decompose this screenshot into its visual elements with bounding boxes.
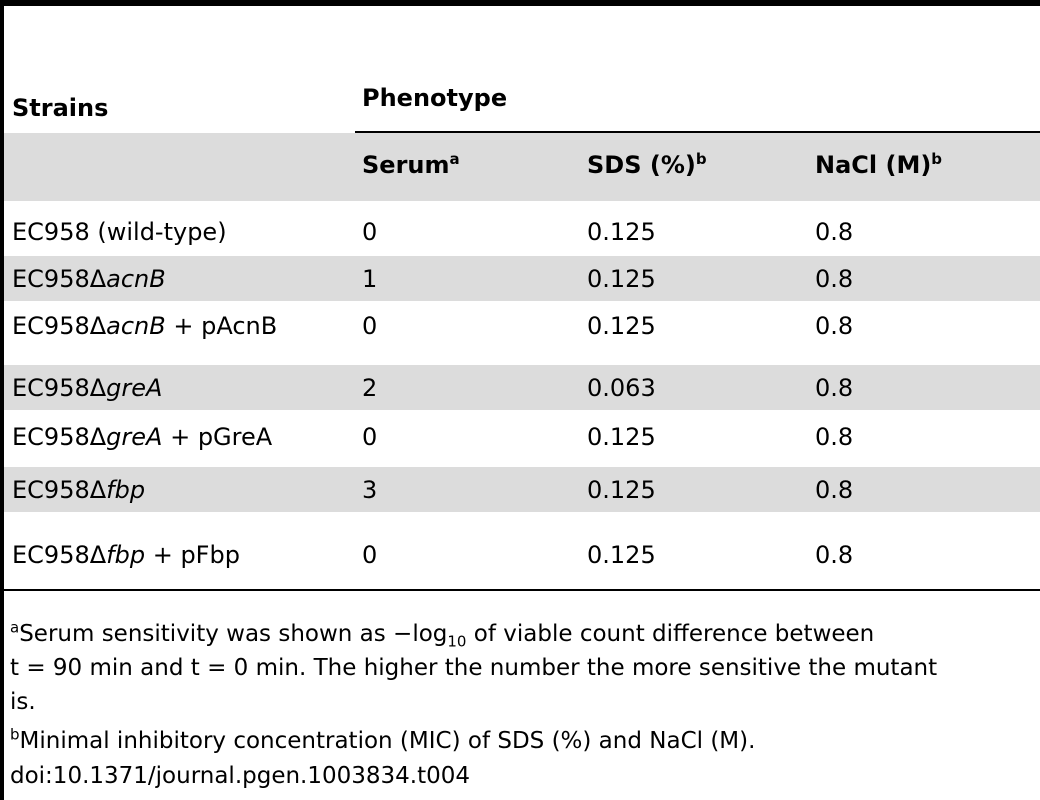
header-nacl: NaCl (M)b — [815, 150, 943, 179]
table-row — [4, 467, 1040, 512]
header-strains: Strains — [12, 94, 109, 122]
strain-cell: EC958ΔgreA — [12, 374, 163, 402]
sds-cell: 0.125 — [587, 265, 656, 293]
header-sds: SDS (%)b — [587, 150, 707, 179]
top-rule — [0, 0, 1040, 6]
nacl-cell: 0.8 — [815, 476, 854, 504]
strain-cell: EC958ΔgreA + pGreA — [12, 423, 273, 451]
bottom-rule — [4, 589, 1040, 591]
footnote-a-line1: aSerum sensitivity was shown as −log10 o… — [10, 618, 875, 651]
nacl-cell: 0.8 — [815, 423, 854, 451]
nacl-cell: 0.8 — [815, 374, 854, 402]
sds-cell: 0.125 — [587, 476, 656, 504]
nacl-cell: 0.8 — [815, 541, 854, 569]
strain-cell: EC958 (wild-type) — [12, 218, 227, 246]
subheader-row-bg — [4, 133, 1040, 201]
header-serum: Seruma — [362, 150, 460, 179]
nacl-cell: 0.8 — [815, 265, 854, 293]
sds-cell: 0.125 — [587, 312, 656, 340]
table-row — [4, 365, 1040, 410]
footnote-b: bMinimal inhibitory concentration (MIC) … — [10, 725, 756, 754]
sds-cell: 0.125 — [587, 541, 656, 569]
sds-cell: 0.125 — [587, 218, 656, 246]
table-row — [4, 256, 1040, 301]
strain-cell: EC958Δfbp — [12, 476, 146, 504]
strain-cell: EC958ΔacnB + pAcnB — [12, 312, 278, 340]
footnote-a-line3: is. — [10, 689, 36, 715]
serum-cell: 0 — [362, 423, 378, 451]
sds-cell: 0.063 — [587, 374, 656, 402]
doi-text: doi:10.1371/journal.pgen.1003834.t004 — [10, 763, 471, 789]
serum-cell: 1 — [362, 265, 378, 293]
serum-cell: 0 — [362, 541, 378, 569]
header-phenotype: Phenotype — [362, 84, 508, 112]
serum-cell: 0 — [362, 312, 378, 340]
phenotype-rule — [355, 131, 1040, 133]
footnote-a-line2: t = 90 min and t = 0 min. The higher the… — [10, 655, 938, 681]
strain-cell: EC958ΔacnB — [12, 265, 166, 293]
strain-cell: EC958Δfbp + pFbp — [12, 541, 240, 569]
serum-cell: 0 — [362, 218, 378, 246]
serum-cell: 3 — [362, 476, 378, 504]
serum-cell: 2 — [362, 374, 378, 402]
left-rule — [0, 0, 4, 800]
nacl-cell: 0.8 — [815, 312, 854, 340]
sds-cell: 0.125 — [587, 423, 656, 451]
nacl-cell: 0.8 — [815, 218, 854, 246]
